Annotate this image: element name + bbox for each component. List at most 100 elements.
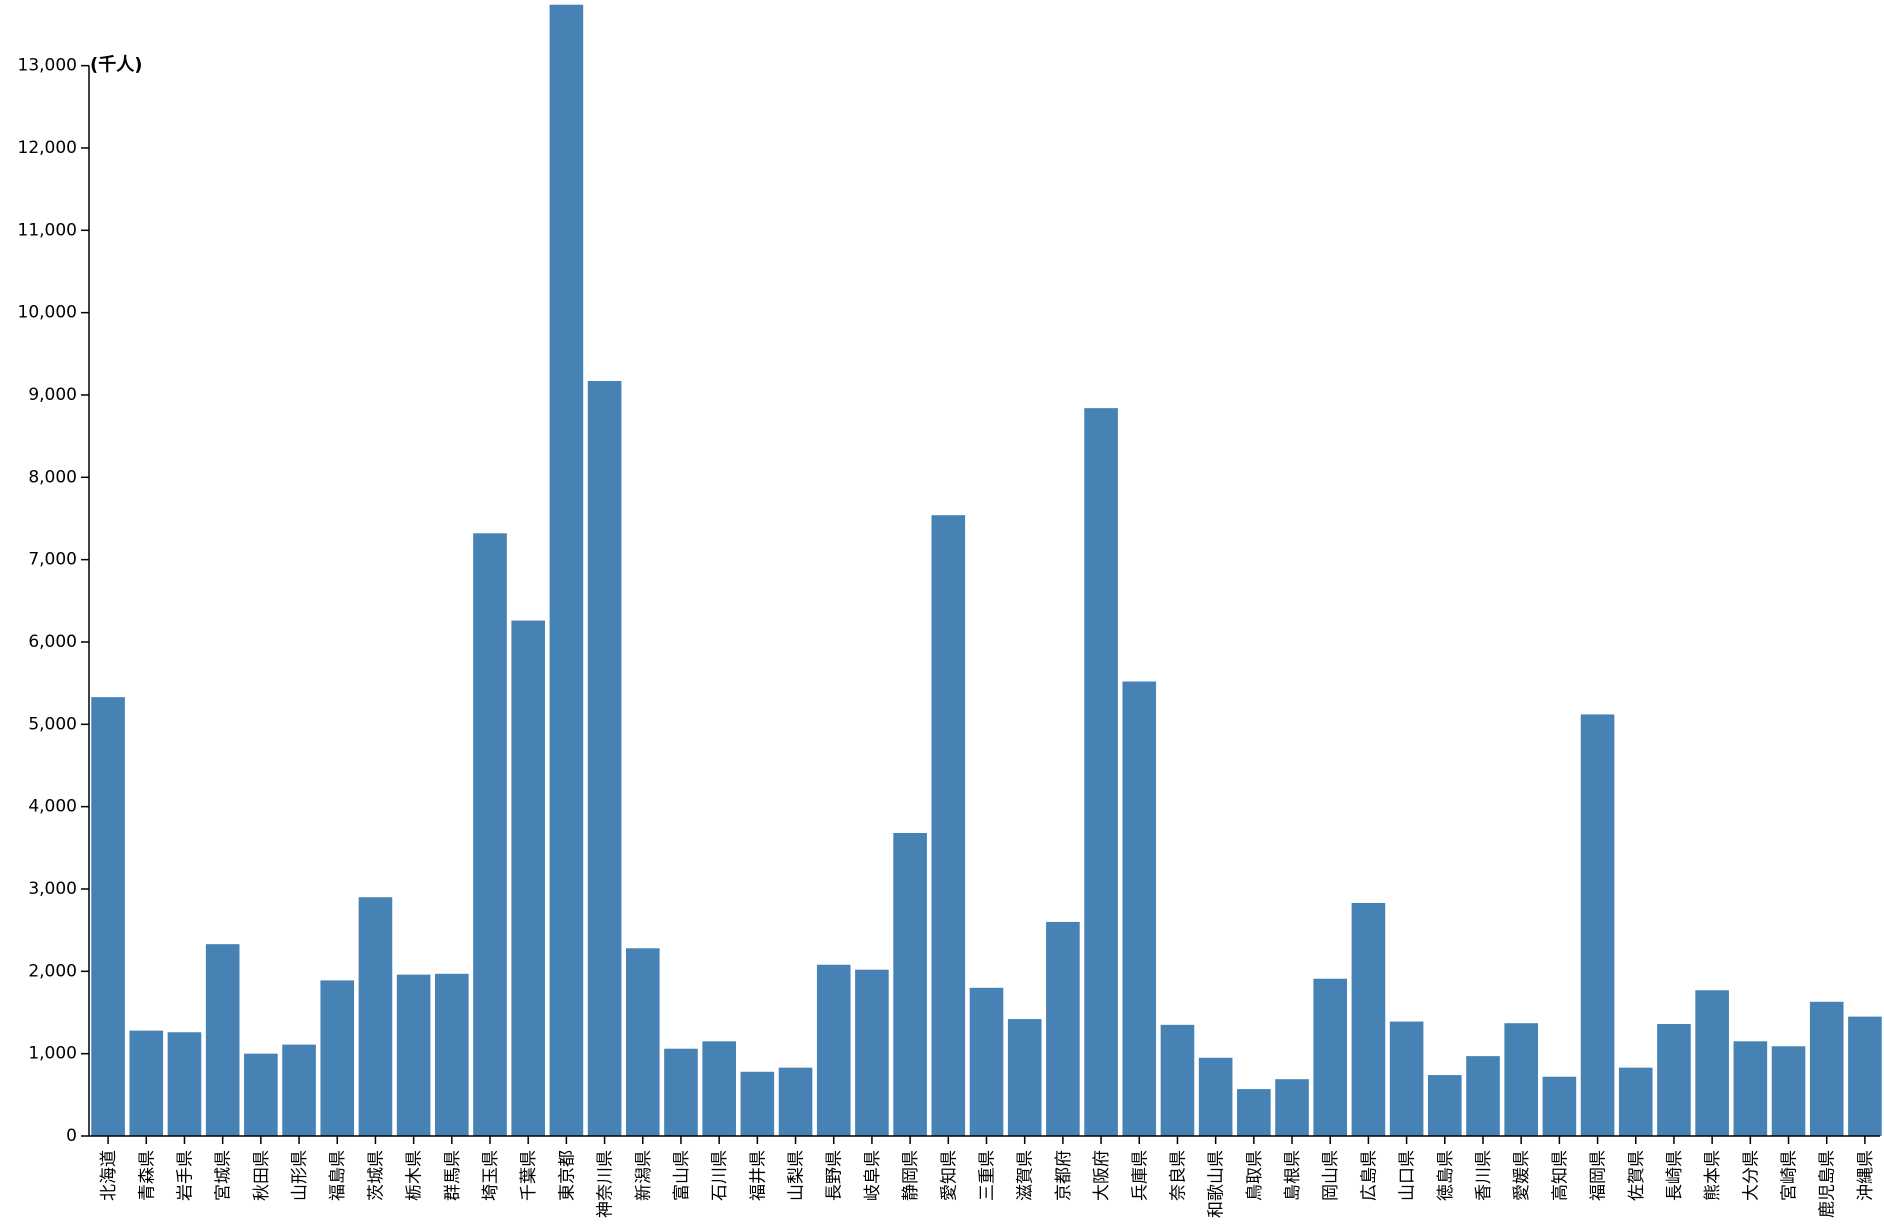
x-category-label: 愛知県 <box>939 1150 959 1201</box>
bar <box>1504 1023 1538 1136</box>
bar <box>1657 1024 1691 1136</box>
bar <box>1084 408 1118 1136</box>
x-category-label: 三重県 <box>978 1150 998 1201</box>
y-tick-label: 12,000 <box>18 138 77 158</box>
y-tick-label: 1,000 <box>28 1044 77 1064</box>
bar <box>1122 681 1157 1136</box>
y-tick-label: 5,000 <box>28 714 77 734</box>
x-category-label: 栃木県 <box>405 1150 425 1201</box>
y-tick-label: 4,000 <box>28 797 77 817</box>
x-category-label: 富山県 <box>672 1150 692 1201</box>
bar <box>1389 1021 1424 1136</box>
bar <box>740 1071 775 1136</box>
bar <box>320 980 355 1136</box>
bar <box>1733 1041 1768 1136</box>
bar <box>702 1041 736 1136</box>
x-category-label: 兵庫県 <box>1130 1150 1150 1201</box>
bar <box>1848 1016 1882 1136</box>
bar <box>549 4 584 1137</box>
x-category-label: 埼玉県 <box>481 1150 501 1201</box>
bar <box>816 964 851 1136</box>
y-tick-label: 3,000 <box>28 879 77 899</box>
bar <box>282 1044 316 1136</box>
x-category-label: 山梨県 <box>787 1150 807 1201</box>
bar <box>358 897 393 1136</box>
x-category-label: 茨城県 <box>366 1150 386 1201</box>
bar <box>1160 1024 1195 1136</box>
x-category-label: 長野県 <box>825 1150 845 1201</box>
x-category-label: 奈良県 <box>1168 1150 1188 1201</box>
x-category-label: 長崎県 <box>1665 1150 1685 1201</box>
bar <box>396 974 431 1136</box>
x-category-label: 鹿児島県 <box>1818 1150 1838 1218</box>
x-category-label: 熊本県 <box>1703 1150 1723 1201</box>
x-category-label: 鳥取県 <box>1245 1150 1265 1201</box>
x-category-label: 東京都 <box>557 1150 577 1201</box>
bar <box>893 833 927 1136</box>
x-category-label: 青森県 <box>137 1150 157 1201</box>
bar <box>1618 1067 1653 1136</box>
x-category-label: 京都府 <box>1054 1150 1074 1201</box>
bar <box>1809 1001 1844 1136</box>
y-axis: 0 1,000 2,000 3,000 4,000 5,000 6,000 7,000 8,00… <box>18 56 90 1146</box>
x-category-label: 香川県 <box>1474 1150 1494 1201</box>
bar <box>167 1032 202 1136</box>
y-tick-label: 10,000 <box>18 303 77 323</box>
bar <box>473 533 507 1136</box>
y-tick-label: 7,000 <box>28 550 77 570</box>
x-category-label: 新潟県 <box>634 1150 654 1201</box>
bar <box>1771 1046 1806 1136</box>
bar <box>1351 902 1386 1136</box>
x-category-label: 群馬県 <box>443 1150 463 1201</box>
x-category-label: 福岡県 <box>1589 1150 1609 1201</box>
y-unit-label: (千人) <box>90 55 142 76</box>
y-tick-label: 13,000 <box>18 56 77 76</box>
bars <box>91 4 1882 1137</box>
y-tick-label: 2,000 <box>28 961 77 981</box>
bar <box>969 987 1004 1136</box>
x-category-label: 千葉県 <box>519 1150 539 1201</box>
bar <box>1046 921 1080 1136</box>
y-tick-label: 0 <box>66 1126 77 1146</box>
bar <box>1427 1075 1462 1136</box>
bar <box>1275 1079 1309 1136</box>
bar <box>511 620 546 1136</box>
x-category-label: 岐阜県 <box>863 1150 883 1201</box>
x-category-label: 愛媛県 <box>1512 1150 1532 1201</box>
bar <box>625 948 660 1136</box>
x-category-label: 山形県 <box>290 1150 310 1201</box>
x-category-label: 福井県 <box>748 1150 768 1201</box>
y-tick-label: 6,000 <box>28 632 77 652</box>
x-category-label: 大分県 <box>1741 1150 1761 1201</box>
x-category-label: 宮崎県 <box>1780 1150 1800 1201</box>
x-category-label: 滋賀県 <box>1016 1150 1036 1201</box>
bar <box>435 973 469 1136</box>
x-category-label: 山口県 <box>1398 1150 1418 1201</box>
x-category-label: 宮城県 <box>214 1150 234 1201</box>
x-axis: 北海道 青森県 岩手県 宮城県 秋田県 山形県 福島県 茨城県 栃木県 群馬県 埼玉県 千葉県 東京都神… <box>89 1135 1880 1218</box>
x-category-label: 和歌山県 <box>1207 1150 1227 1218</box>
bar <box>91 697 125 1136</box>
x-category-label: 福島県 <box>328 1150 348 1201</box>
y-tick-label: 9,000 <box>28 385 77 405</box>
bar <box>1542 1076 1577 1136</box>
bar <box>931 515 966 1136</box>
x-category-label: 秋田県 <box>252 1150 272 1201</box>
bar <box>1313 978 1348 1136</box>
bar <box>587 380 622 1137</box>
bar <box>1237 1089 1271 1136</box>
x-category-label: 北海道 <box>99 1150 119 1201</box>
y-tick-label: 11,000 <box>18 220 77 240</box>
x-category-label: 静岡県 <box>901 1150 921 1201</box>
bar <box>664 1048 698 1136</box>
bar <box>1695 990 1729 1136</box>
bar <box>1580 714 1615 1136</box>
x-category-label: 岩手県 <box>175 1150 195 1201</box>
bar <box>1007 1019 1042 1136</box>
bar <box>1466 1056 1500 1136</box>
bar <box>205 944 240 1136</box>
x-category-label: 沖縄県 <box>1856 1150 1876 1201</box>
x-category-label: 神奈川県 <box>596 1150 616 1218</box>
bar <box>855 969 889 1136</box>
